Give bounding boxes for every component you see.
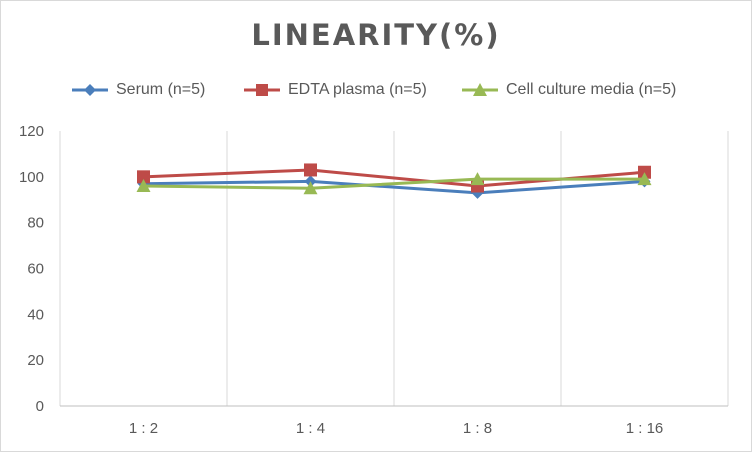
legend-swatch-cell-culture-media <box>462 83 498 96</box>
y-tick-label: 100 <box>19 169 44 186</box>
y-tick-label: 20 <box>27 352 44 369</box>
data-point-triangle <box>470 172 485 186</box>
data-point-square <box>304 163 317 177</box>
series-line-0 <box>143 179 645 195</box>
legend-swatch-edta-plasma <box>244 84 280 96</box>
legend-label-serum: Serum (n=5) <box>116 81 206 98</box>
legend-item-edta-plasma: EDTA plasma (n=5) <box>242 76 427 104</box>
chart-legend: Serum (n=5) EDTA plasma (n=5) Cell cultu… <box>0 76 752 104</box>
y-tick-label: 80 <box>27 215 44 232</box>
y-tick-label: 120 <box>19 123 44 140</box>
legend-label-edta-plasma: EDTA plasma (n=5) <box>288 81 427 98</box>
data-point-triangle <box>136 179 151 192</box>
data-point-square <box>137 170 150 184</box>
legend-swatch-serum <box>72 84 108 96</box>
y-tick-label: 60 <box>27 261 44 278</box>
legend-item-serum: Serum (n=5) <box>70 76 205 104</box>
x-tick-label: 1 : 8 <box>463 420 492 437</box>
chart-title: LINEARITY(%) <box>251 18 501 52</box>
y-tick-label: 0 <box>36 398 44 415</box>
x-tick-label: 1 : 16 <box>626 420 664 437</box>
legend-item-cell-culture-media: Cell culture media (n=5) <box>460 76 676 104</box>
data-point-triangle <box>637 172 652 186</box>
y-tick-label: 40 <box>27 306 44 323</box>
series-line-2 <box>143 177 645 190</box>
x-tick-label: 1 : 2 <box>129 420 158 437</box>
x-tick-label: 1 : 4 <box>296 420 325 437</box>
legend-label-cell-culture-media: Cell culture media (n=5) <box>506 81 677 98</box>
data-point-triangle <box>303 181 318 195</box>
